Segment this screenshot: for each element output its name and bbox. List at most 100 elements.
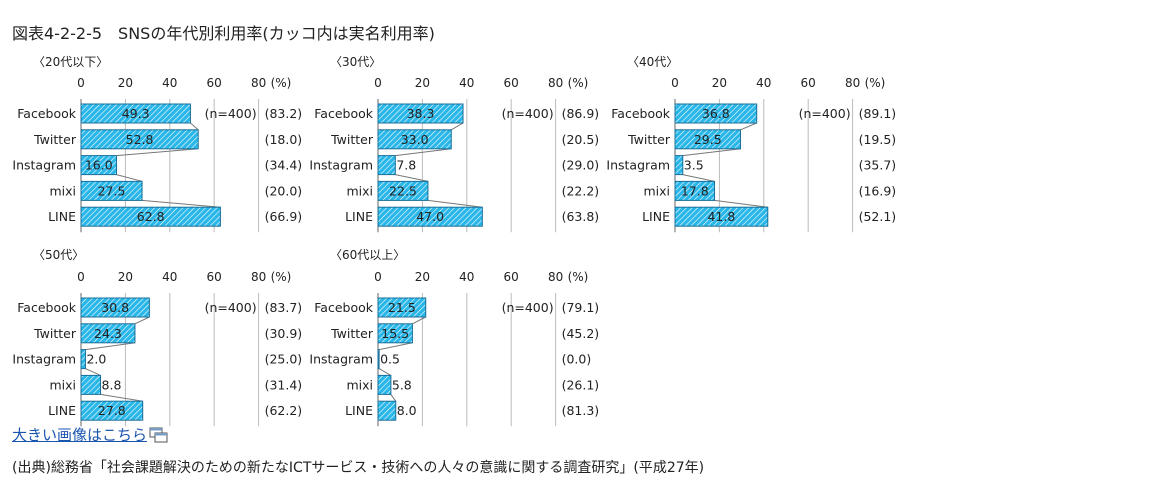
bar-value-label: 15.5 bbox=[381, 326, 409, 341]
category-label: mixi bbox=[49, 183, 76, 198]
connector-line bbox=[117, 175, 143, 182]
real-name-rate-label: (35.7) bbox=[859, 158, 897, 173]
category-label: Twitter bbox=[627, 132, 671, 147]
bar bbox=[81, 350, 85, 369]
x-tick-label: 60 bbox=[801, 76, 816, 90]
x-tick-label: 60 bbox=[207, 270, 222, 284]
unit-label: (%) bbox=[568, 76, 589, 90]
bar-value-label: 62.8 bbox=[137, 209, 165, 224]
panel-title: 〈40代〉 bbox=[627, 55, 678, 69]
category-label: Twitter bbox=[33, 132, 77, 147]
x-tick-label: 0 bbox=[671, 76, 679, 90]
bar-value-label: 33.0 bbox=[401, 132, 429, 147]
real-name-rate-label: (25.0) bbox=[265, 352, 303, 367]
x-tick-label: 40 bbox=[459, 76, 474, 90]
x-tick-label: 60 bbox=[207, 76, 222, 90]
real-name-rate-label: (29.0) bbox=[562, 158, 600, 173]
connector-line bbox=[85, 343, 135, 350]
bar-value-label: 24.3 bbox=[94, 326, 122, 341]
category-label: Instagram bbox=[12, 352, 76, 367]
category-label: mixi bbox=[643, 183, 670, 198]
x-tick-label: 80 bbox=[251, 270, 266, 284]
real-name-rate-label: (66.9) bbox=[265, 209, 303, 224]
bar bbox=[378, 156, 395, 175]
bar-value-label: 47.0 bbox=[416, 209, 444, 224]
unit-label: (%) bbox=[271, 270, 292, 284]
bar-value-label: 38.3 bbox=[407, 106, 435, 121]
bar bbox=[81, 375, 101, 394]
sample-size-label: (n=400) bbox=[205, 300, 257, 315]
category-label: Facebook bbox=[314, 106, 373, 121]
connector-line bbox=[428, 200, 482, 207]
bar-value-label: 36.8 bbox=[702, 106, 730, 121]
real-name-rate-label: (20.0) bbox=[265, 183, 303, 198]
connector-line bbox=[412, 317, 425, 324]
real-name-rate-label: (26.1) bbox=[562, 377, 600, 392]
connector-line bbox=[142, 200, 220, 207]
real-name-rate-label: (86.9) bbox=[562, 106, 600, 121]
category-label: mixi bbox=[49, 377, 76, 392]
real-name-rate-label: (20.5) bbox=[562, 132, 600, 147]
connector-line bbox=[395, 175, 428, 182]
connector-line bbox=[379, 369, 391, 376]
bar-value-label: 41.8 bbox=[707, 209, 735, 224]
x-tick-label: 0 bbox=[374, 76, 382, 90]
x-tick-label: 40 bbox=[162, 76, 177, 90]
new-window-icon bbox=[149, 427, 169, 447]
x-tick-label: 40 bbox=[162, 270, 177, 284]
real-name-rate-label: (34.4) bbox=[265, 158, 303, 173]
large-image-link[interactable]: 大きい画像はこちら bbox=[12, 424, 169, 447]
x-tick-label: 20 bbox=[415, 76, 430, 90]
real-name-rate-label: (45.2) bbox=[562, 326, 600, 341]
connector-line bbox=[190, 123, 198, 130]
category-label: Instagram bbox=[606, 158, 670, 173]
category-label: Instagram bbox=[12, 158, 76, 173]
category-label: Twitter bbox=[330, 132, 374, 147]
bar bbox=[378, 350, 379, 369]
connector-line bbox=[715, 200, 768, 207]
x-tick-label: 80 bbox=[548, 270, 563, 284]
real-name-rate-label: (16.9) bbox=[859, 183, 897, 198]
category-label: Instagram bbox=[309, 352, 373, 367]
real-name-rate-label: (79.1) bbox=[562, 300, 600, 315]
real-name-rate-label: (63.8) bbox=[562, 209, 600, 224]
connector-line bbox=[451, 123, 463, 130]
panel-title: 〈30代〉 bbox=[330, 55, 381, 69]
x-tick-label: 20 bbox=[118, 270, 133, 284]
category-label: Facebook bbox=[17, 106, 76, 121]
connector-line bbox=[395, 149, 451, 156]
bar-value-label: 17.8 bbox=[681, 183, 709, 198]
x-tick-label: 40 bbox=[459, 270, 474, 284]
bar-value-label: 5.8 bbox=[392, 377, 412, 392]
connector-line bbox=[740, 123, 756, 130]
real-name-rate-label: (19.5) bbox=[859, 132, 897, 147]
category-label: LINE bbox=[48, 209, 76, 224]
bar-value-label: 8.0 bbox=[397, 403, 417, 418]
category-label: mixi bbox=[346, 183, 373, 198]
bar-value-label: 0.5 bbox=[380, 352, 400, 367]
real-name-rate-label: (52.1) bbox=[859, 209, 897, 224]
real-name-rate-label: (30.9) bbox=[265, 326, 303, 341]
real-name-rate-label: (0.0) bbox=[562, 352, 592, 367]
real-name-rate-label: (18.0) bbox=[265, 132, 303, 147]
real-name-rate-label: (81.3) bbox=[562, 403, 600, 418]
panel-title: 〈60代以上〉 bbox=[330, 248, 405, 262]
category-label: Instagram bbox=[309, 158, 373, 173]
connector-line bbox=[85, 369, 100, 376]
sample-size-label: (n=400) bbox=[799, 106, 851, 121]
category-label: Twitter bbox=[330, 326, 374, 341]
connector-line bbox=[683, 175, 715, 182]
x-tick-label: 40 bbox=[756, 76, 771, 90]
sample-size-label: (n=400) bbox=[205, 106, 257, 121]
bar bbox=[378, 375, 391, 394]
bar bbox=[675, 156, 683, 175]
x-tick-label: 80 bbox=[548, 76, 563, 90]
bar bbox=[378, 401, 396, 420]
x-tick-label: 20 bbox=[118, 76, 133, 90]
x-tick-label: 20 bbox=[712, 76, 727, 90]
x-tick-label: 80 bbox=[251, 76, 266, 90]
bar-value-label: 2.0 bbox=[86, 352, 106, 367]
x-tick-label: 0 bbox=[77, 270, 85, 284]
x-tick-label: 80 bbox=[845, 76, 860, 90]
